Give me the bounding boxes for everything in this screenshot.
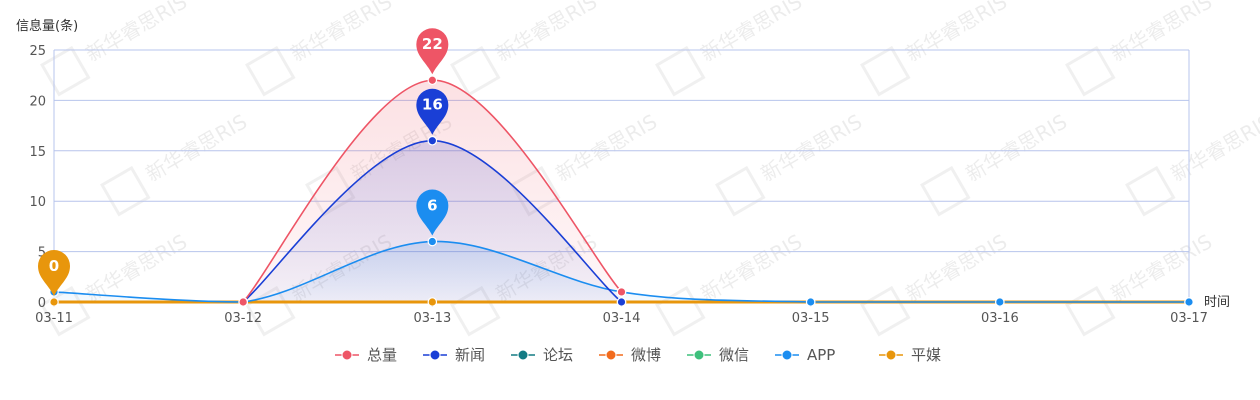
legend-item-5[interactable]: APP: [775, 346, 835, 364]
legend-label: 平媒: [911, 346, 941, 364]
svg-text:新华睿思RIS: 新华睿思RIS: [552, 109, 661, 186]
grid-lines: [53, 49, 1190, 303]
watermark-text: 新华睿思RIS: [920, 109, 1071, 217]
y-axis-title: 信息量(条): [16, 18, 78, 34]
y-tick-label: 25: [29, 44, 46, 59]
x-axis-ticks: 03-11 03-12 03-13 03-14 03-15 03-16 03-17: [35, 302, 1208, 326]
x-axis-title: 时间: [1204, 295, 1230, 310]
legend-label: 总量: [367, 346, 397, 364]
point-series-0: [427, 75, 438, 86]
point-series-1: [427, 135, 438, 146]
watermark-text: 新华睿思RIS: [245, 0, 396, 97]
svg-text:新华睿思RIS: 新华睿思RIS: [1167, 109, 1260, 186]
watermark-text: 新华睿思RIS: [1065, 0, 1216, 97]
svg-text:新华睿思RIS: 新华睿思RIS: [287, 0, 396, 66]
x-tick-label: 03-13: [413, 311, 451, 326]
svg-text:新华睿思RIS: 新华睿思RIS: [142, 109, 251, 186]
legend-label: 微信: [719, 346, 749, 364]
watermark-text: 新华睿思RIS: [715, 109, 866, 217]
svg-text:新华睿思RIS: 新华睿思RIS: [697, 0, 806, 66]
svg-text:新华睿思RIS: 新华睿思RIS: [82, 0, 191, 66]
value-pin-series-1: 16: [416, 88, 449, 135]
svg-text:6: 6: [427, 197, 437, 215]
legend: 总量 新闻 论坛 微博 微信 APP 平媒: [335, 346, 941, 364]
value-pin-series-5: 6: [416, 189, 449, 236]
svg-text:新华睿思RIS: 新华睿思RIS: [1107, 0, 1216, 66]
legend-item-2[interactable]: 论坛: [511, 346, 573, 364]
y-tick-label: 0: [38, 296, 46, 311]
x-tick-label: 03-17: [1170, 311, 1208, 326]
watermark-text: 新华睿思RIS: [100, 109, 251, 217]
x-tick-label: 03-15: [792, 311, 830, 326]
svg-text:新华睿思RIS: 新华睿思RIS: [902, 229, 1011, 306]
y-tick-label: 5: [38, 246, 46, 261]
point-series-5: [427, 236, 438, 247]
legend-item-1[interactable]: 新闻: [423, 346, 485, 364]
point-series-6: [427, 297, 438, 307]
x-tick-label: 03-16: [981, 311, 1019, 326]
x-tick-label: 03-14: [603, 311, 641, 326]
svg-text:新华睿思RIS: 新华睿思RIS: [492, 0, 601, 66]
legend-item-0[interactable]: 总量: [335, 346, 397, 364]
point-series-5: [1184, 297, 1194, 307]
x-tick-label: 03-11: [35, 311, 73, 326]
svg-text:16: 16: [422, 96, 443, 114]
legend-item-6[interactable]: 平媒: [879, 346, 941, 364]
value-pin-series-6: 0: [38, 250, 70, 296]
svg-text:新华睿思RIS: 新华睿思RIS: [1107, 229, 1216, 306]
value-pins: 0 6 16 22: [38, 28, 449, 296]
svg-text:0: 0: [49, 257, 59, 275]
y-tick-label: 15: [29, 145, 46, 160]
svg-text:新华睿思RIS: 新华睿思RIS: [697, 229, 806, 306]
point-series-6: [49, 297, 59, 307]
point-series-5: [995, 297, 1005, 307]
data-points: [49, 75, 1194, 307]
area-fills: [54, 80, 1189, 303]
svg-text:新华睿思RIS: 新华睿思RIS: [902, 0, 1011, 66]
value-pin-series-0: 22: [416, 28, 449, 75]
watermark-text: 新华睿思RIS: [655, 0, 806, 97]
y-tick-label: 10: [29, 195, 46, 210]
svg-text:22: 22: [422, 35, 443, 53]
svg-text:新华睿思RIS: 新华睿思RIS: [962, 109, 1071, 186]
y-tick-label: 20: [29, 94, 46, 109]
point-series-1: [616, 297, 627, 307]
legend-label: 新闻: [455, 346, 485, 364]
legend-label: APP: [807, 346, 835, 364]
svg-text:新华睿思RIS: 新华睿思RIS: [757, 109, 866, 186]
y-axis-ticks: 0 5 10 15 20 25: [29, 44, 46, 311]
legend-label: 论坛: [543, 346, 573, 364]
legend-item-3[interactable]: 微博: [599, 346, 661, 364]
legend-label: 微博: [631, 346, 661, 364]
legend-item-4[interactable]: 微信: [687, 346, 749, 364]
point-series-0: [616, 287, 627, 297]
watermark-text: 新华睿思RIS: [1125, 109, 1260, 217]
point-series-0: [238, 297, 248, 307]
watermark-text: 新华睿思RIS: [450, 0, 601, 97]
series-lines: [53, 79, 1189, 304]
point-series-5: [805, 297, 816, 307]
watermark-text: 新华睿思RIS: [655, 229, 806, 337]
x-tick-label: 03-12: [224, 311, 262, 326]
watermark-text: 新华睿思RIS: [860, 0, 1011, 97]
watermark-text: 新华睿思RIS: [40, 0, 191, 97]
